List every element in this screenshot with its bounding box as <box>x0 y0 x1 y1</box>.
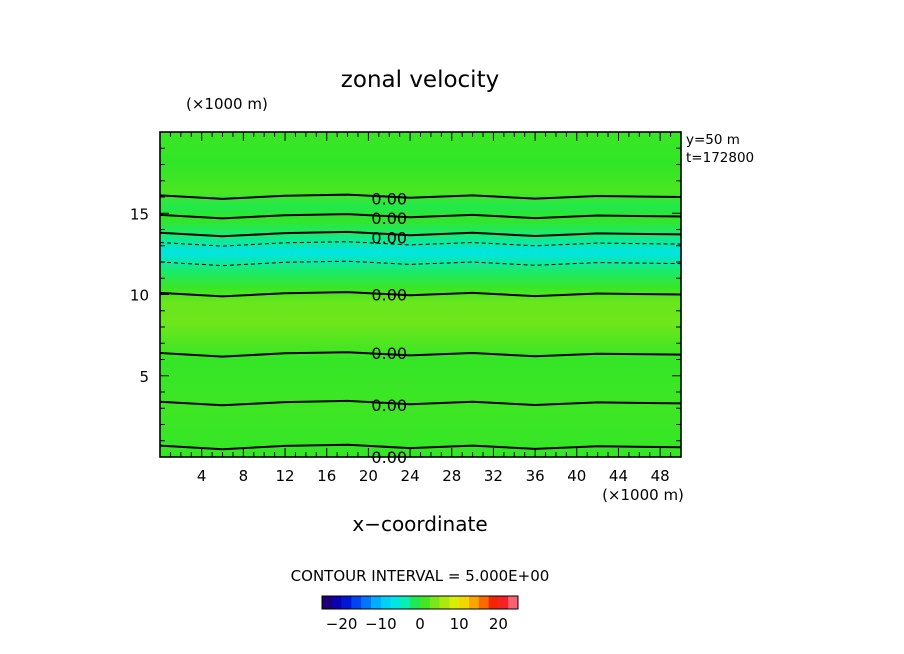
x-tick-label: 32 <box>484 467 503 485</box>
colorbar-cell <box>371 596 382 609</box>
contour-zero-1 <box>160 399 681 407</box>
contour-label: 0.00 <box>371 396 407 415</box>
x-axis-label: x−coordinate <box>352 512 487 536</box>
colorbar-cell <box>380 596 391 609</box>
y-axis-unit: (×1000 m) <box>186 95 268 113</box>
x-axis-unit: (×1000 m) <box>602 486 684 504</box>
contour-zero-4 <box>160 230 681 238</box>
x-tick-label: 28 <box>442 467 461 485</box>
colorbar-cell <box>459 596 470 609</box>
contour-interval-label: CONTOUR INTERVAL = 5.000E+00 <box>291 567 550 585</box>
plot-area: 0.000.000.000.000.000.000.00 4 8 12 16 20 24 2… <box>130 131 682 485</box>
contour-label: 0.00 <box>371 190 407 209</box>
x-tick-label: 40 <box>567 467 586 485</box>
colorbar-cell <box>322 596 333 609</box>
chart-title: zonal velocity <box>341 67 499 93</box>
x-tick-label: 36 <box>526 467 545 485</box>
x-tick-label: 48 <box>651 467 670 485</box>
x-tick-label: 8 <box>239 467 249 485</box>
colorbar-cell <box>410 596 421 609</box>
colorbar-cell <box>469 596 480 609</box>
colorbar-cell <box>488 596 499 609</box>
colorbar-cell <box>420 596 431 609</box>
contour-zero-3 <box>160 291 681 298</box>
y-tick-label: 10 <box>130 287 149 305</box>
contour-label: 0.00 <box>371 229 407 248</box>
colorbar-tick-label: 20 <box>489 615 508 633</box>
x-tick-label: 16 <box>317 467 336 485</box>
colorbar-cell <box>341 596 352 609</box>
y-tick-label: 5 <box>139 368 149 386</box>
contour-zero-2 <box>160 351 681 358</box>
colorbar-cell <box>361 596 372 609</box>
annotation-time: t=172800 <box>686 150 754 166</box>
contour-zero-5 <box>160 213 681 220</box>
colorbar: −20 −10 0 10 20 <box>321 595 519 633</box>
colorbar-cell <box>508 596 519 609</box>
colorbar-cell <box>439 596 450 609</box>
colorbar-tick-label: −20 <box>326 615 358 633</box>
x-tick-label: 12 <box>275 467 294 485</box>
annotation-depth: y=50 m <box>686 132 740 148</box>
x-tick-label: 4 <box>197 467 207 485</box>
colorbar-tick-label: −10 <box>365 615 397 633</box>
x-tick-label: 20 <box>359 467 378 485</box>
colorbar-tick-label: 0 <box>415 615 425 633</box>
colorbar-frame <box>321 595 519 610</box>
colorbar-cell <box>331 596 342 609</box>
contour-label: 0.00 <box>371 209 407 228</box>
contour-label: 0.00 <box>371 286 407 305</box>
contour-label: 0.00 <box>371 344 407 363</box>
x-tick-label: 44 <box>609 467 628 485</box>
colorbar-cell <box>478 596 489 609</box>
colorbar-cell <box>449 596 460 609</box>
colorbar-cell <box>400 596 411 609</box>
y-tick-label: 15 <box>130 205 149 223</box>
colorbar-cell <box>498 596 509 609</box>
colorbar-tick-label: 10 <box>450 615 469 633</box>
colorbar-cell <box>429 596 440 609</box>
y-axis-ticks: 5 10 15 <box>130 147 681 442</box>
x-tick-label: 24 <box>401 467 420 485</box>
x-axis-ticks: 4 8 12 16 20 24 28 32 36 40 44 48 <box>169 132 672 485</box>
contour-zero-6 <box>160 193 681 200</box>
colorbar-cell <box>351 596 362 609</box>
colorbar-cell <box>390 596 401 609</box>
